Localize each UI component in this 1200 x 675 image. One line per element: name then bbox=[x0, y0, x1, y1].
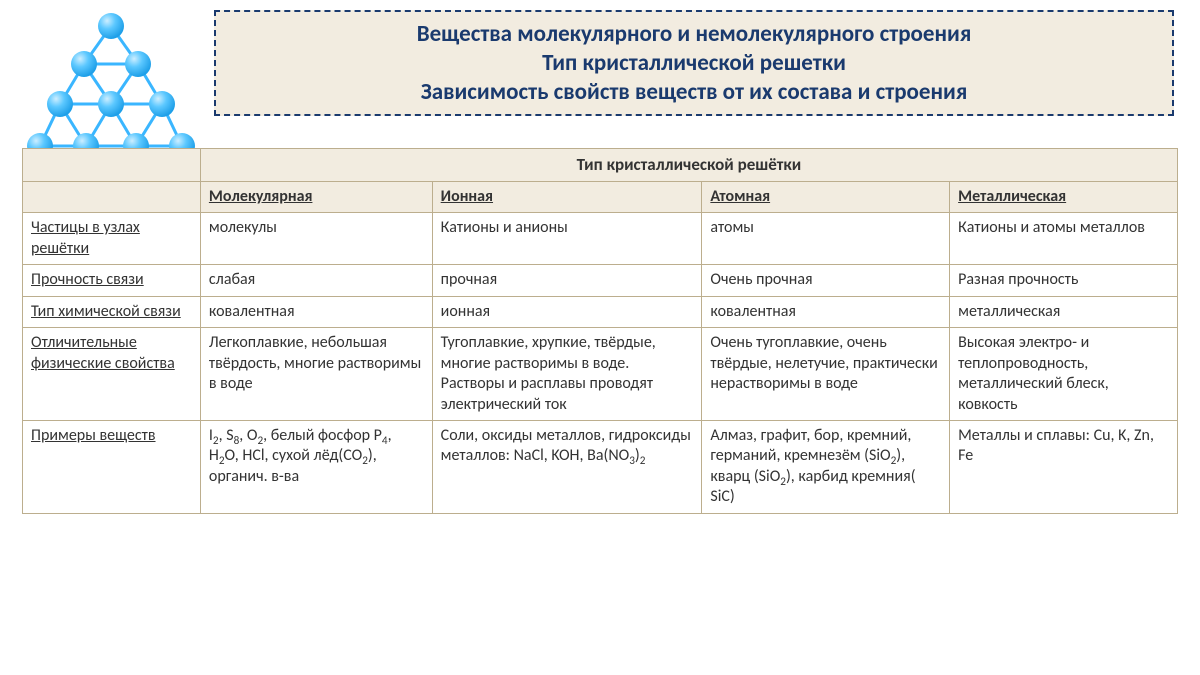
cell: прочная bbox=[432, 265, 702, 296]
cell: Алмаз, графит, бор, кремний, германий, к… bbox=[702, 420, 950, 513]
cell: Металлы и сплавы: Cu, K, Zn, Fe bbox=[950, 420, 1178, 513]
cell: Очень тугоплавкие, очень твёрдые, нелету… bbox=[702, 328, 950, 421]
empty-header bbox=[23, 181, 201, 212]
cell: Легкоплавкие, небольшая твёрдость, многи… bbox=[200, 328, 432, 421]
table-row: Прочность связи слабая прочная Очень про… bbox=[23, 265, 1178, 296]
row-label: Частицы в узлах решётки bbox=[23, 213, 201, 265]
cell: слабая bbox=[200, 265, 432, 296]
cell: Катионы и атомы металлов bbox=[950, 213, 1178, 265]
row-label: Отличительные физические свойства bbox=[23, 328, 201, 421]
cell: I2, S8, O2, белый фосфор P4, H2O, HCl, с… bbox=[200, 420, 432, 513]
cell: Соли, оксиды металлов, гидроксиды металл… bbox=[432, 420, 702, 513]
column-headers-row: Молекулярная Ионная Атомная Металлическа… bbox=[23, 181, 1178, 212]
table-head: Тип кристаллической решётки Молекулярная… bbox=[23, 149, 1178, 213]
title-line-1: Вещества молекулярного и немолекулярного… bbox=[226, 20, 1162, 49]
cell: молекулы bbox=[200, 213, 432, 265]
table-row: Тип химической связи ковалентная ионная … bbox=[23, 296, 1178, 327]
cell: ковалентная bbox=[702, 296, 950, 327]
cell: Тугоплавкие, хрупкие, твёрдые, многие ра… bbox=[432, 328, 702, 421]
row-label: Примеры веществ bbox=[23, 420, 201, 513]
col-header-3: Металлическая bbox=[950, 181, 1178, 212]
cell: ковалентная bbox=[200, 296, 432, 327]
table-body: Частицы в узлах решётки молекулы Катионы… bbox=[23, 213, 1178, 514]
row-label: Прочность связи bbox=[23, 265, 201, 296]
cell: Высокая электро- и теплопроводность, мет… bbox=[950, 328, 1178, 421]
title-line-2: Тип кристаллической решетки bbox=[226, 49, 1162, 78]
corner-cell bbox=[23, 149, 201, 182]
lattice-icon bbox=[26, 6, 196, 166]
table-row: Частицы в узлах решётки молекулы Катионы… bbox=[23, 213, 1178, 265]
super-header: Тип кристаллической решётки bbox=[200, 149, 1177, 182]
col-header-1: Ионная bbox=[432, 181, 702, 212]
col-header-2: Атомная bbox=[702, 181, 950, 212]
cell: ионная bbox=[432, 296, 702, 327]
lattice-types-table: Тип кристаллической решётки Молекулярная… bbox=[22, 148, 1178, 514]
title-box: Вещества молекулярного и немолекулярного… bbox=[214, 10, 1174, 116]
cell: Очень прочная bbox=[702, 265, 950, 296]
table-row: Отличительные физические свойства Легкоп… bbox=[23, 328, 1178, 421]
cell: атомы bbox=[702, 213, 950, 265]
cell: металлическая bbox=[950, 296, 1178, 327]
title-line-3: Зависимость свойств веществ от их состав… bbox=[226, 78, 1162, 107]
cell: Разная прочность bbox=[950, 265, 1178, 296]
table-row: Примеры веществ I2, S8, O2, белый фосфор… bbox=[23, 420, 1178, 513]
col-header-0: Молекулярная bbox=[200, 181, 432, 212]
row-label: Тип химической связи bbox=[23, 296, 201, 327]
cell: Катионы и анионы bbox=[432, 213, 702, 265]
